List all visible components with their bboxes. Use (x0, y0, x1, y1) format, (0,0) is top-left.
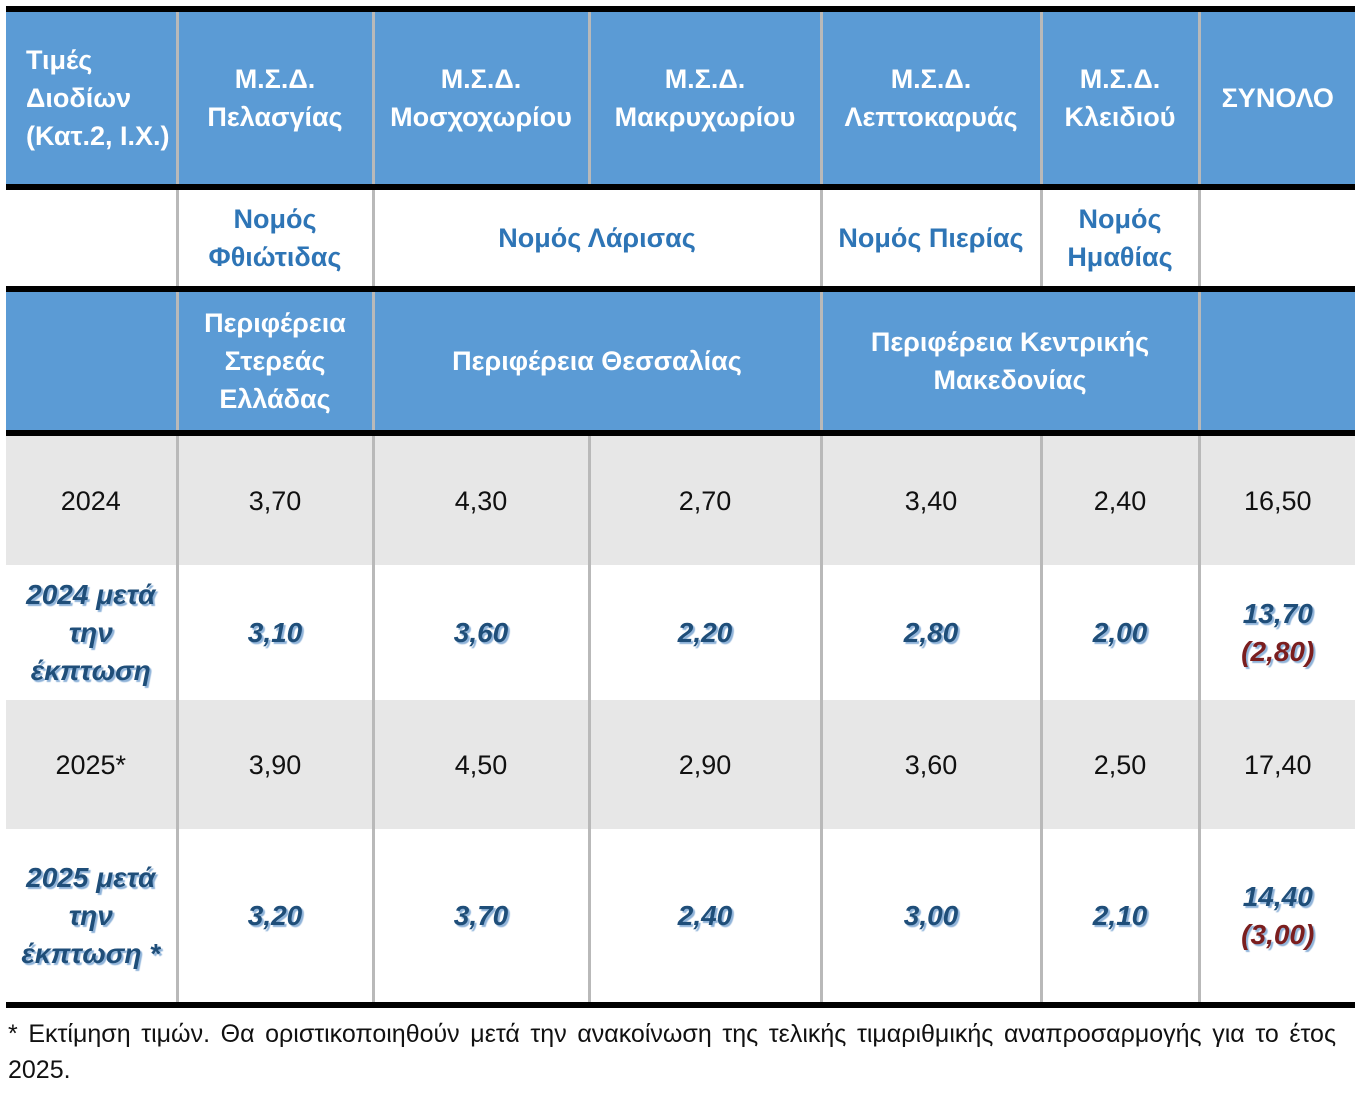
corner-header: Τιμές Διοδίων (Κατ.2, Ι.Χ.) (6, 6, 177, 187)
price-cell: 3,00 (819, 829, 1041, 1008)
total-value: 14,40 (1242, 880, 1313, 912)
price-cell: 3,10 (175, 565, 373, 700)
price-cell: 2,90 (587, 700, 821, 829)
prefecture-empty-cell (6, 184, 177, 289)
total-cell: 14,40 (3,00) (1197, 829, 1355, 1008)
price-cell: 4,30 (371, 430, 589, 565)
row-label: 2024 μετά την έκπτωση (6, 565, 177, 700)
station-moschochori: Μ.Σ.Δ. Μοσχοχωρίου (371, 6, 589, 187)
total-value: 13,70 (1242, 597, 1313, 629)
price-cell: 2,20 (587, 565, 821, 700)
price-cell: 2,40 (587, 829, 821, 1008)
header-row: Τιμές Διοδίων (Κατ.2, Ι.Χ.) Μ.Σ.Δ. Πελασ… (6, 6, 1355, 187)
toll-table-container: Τιμές Διοδίων (Κατ.2, Ι.Χ.) Μ.Σ.Δ. Πελασ… (6, 6, 1355, 1008)
region-thessalia: Περιφέρεια Θεσσαλίας (371, 286, 821, 433)
row-label: 2025* (6, 700, 177, 829)
footnote: * Εκτίμηση τιμών. Θα οριστικοποιηθούν με… (8, 1020, 1336, 1084)
station-leptokarya: Μ.Σ.Δ. Λεπτοκαρυάς (819, 6, 1041, 187)
price-cell: 4,50 (371, 700, 589, 829)
price-cell: 3,60 (819, 700, 1041, 829)
region-empty-cell (6, 286, 177, 433)
price-cell: 3,60 (371, 565, 589, 700)
region-total-empty (1197, 286, 1355, 433)
total-cell: 13,70 (2,80) (1197, 565, 1355, 700)
price-cell: 3,40 (819, 430, 1041, 565)
price-cell: 3,70 (175, 430, 373, 565)
row-label: 2025 μετά την έκπτωση * (6, 829, 177, 1008)
station-kleidi: Μ.Σ.Δ. Κλειδιού (1039, 6, 1199, 187)
station-pelasgia: Μ.Σ.Δ. Πελασγίας (175, 6, 373, 187)
prefecture-pieria: Νομός Πιερίας (819, 184, 1041, 289)
price-cell: 3,70 (371, 829, 589, 1008)
saving-value: (3,00) (1241, 918, 1315, 950)
price-cell: 3,20 (175, 829, 373, 1008)
price-cell: 2,00 (1039, 565, 1199, 700)
price-cell: 2,70 (587, 430, 821, 565)
table-row: 2024 3,70 4,30 2,70 3,40 2,40 16,50 (6, 430, 1355, 565)
total-header: ΣΥΝΟΛΟ (1197, 6, 1355, 187)
row-label: 2024 (6, 430, 177, 565)
table-row: 2025 μετά την έκπτωση * 3,20 3,70 2,40 3… (6, 829, 1355, 1008)
prefecture-imathia: Νομός Ημαθίας (1039, 184, 1199, 289)
region-sterea: Περιφέρεια Στερεάς Ελλάδας (175, 286, 373, 433)
price-cell: 2,80 (819, 565, 1041, 700)
price-cell: 2,50 (1039, 700, 1199, 829)
saving-value: (2,80) (1241, 635, 1315, 667)
prefecture-row: Νομός Φθιώτιδας Νομός Λάρισας Νομός Πιερ… (6, 184, 1355, 289)
region-makedonia: Περιφέρεια Κεντρικής Μακεδονίας (819, 286, 1199, 433)
total-cell: 16,50 (1197, 430, 1355, 565)
price-cell: 2,40 (1039, 430, 1199, 565)
toll-prices-table: Τιμές Διοδίων (Κατ.2, Ι.Χ.) Μ.Σ.Δ. Πελασ… (6, 6, 1355, 1008)
total-cell: 17,40 (1197, 700, 1355, 829)
table-row: 2025* 3,90 4,50 2,90 3,60 2,50 17,40 (6, 700, 1355, 829)
prefecture-larisa: Νομός Λάρισας (371, 184, 821, 289)
price-cell: 2,10 (1039, 829, 1199, 1008)
region-row: Περιφέρεια Στερεάς Ελλάδας Περιφέρεια Θε… (6, 286, 1355, 433)
prefecture-total-empty (1197, 184, 1355, 289)
table-row: 2024 μετά την έκπτωση 3,10 3,60 2,20 2,8… (6, 565, 1355, 700)
station-makrychori: Μ.Σ.Δ. Μακρυχωρίου (587, 6, 821, 187)
prefecture-fthiotida: Νομός Φθιώτιδας (175, 184, 373, 289)
price-cell: 3,90 (175, 700, 373, 829)
